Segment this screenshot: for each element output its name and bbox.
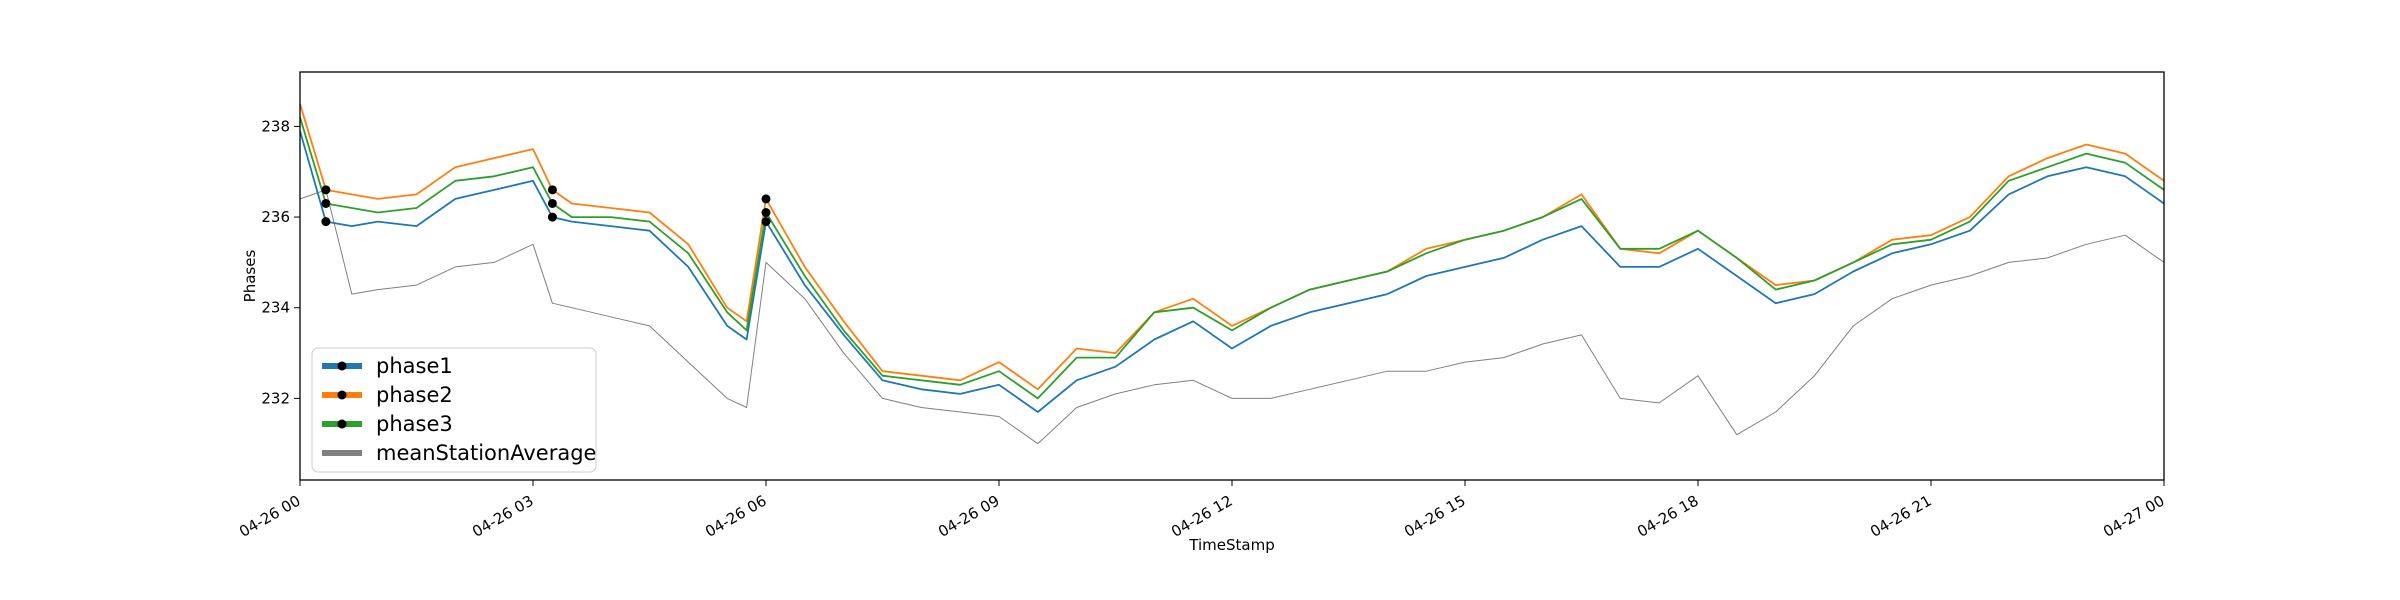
x-tick-label: 04-26 00 xyxy=(236,492,303,541)
y-axis: 232 234 236 238 xyxy=(261,117,300,407)
legend-label-phase2: phase2 xyxy=(376,383,453,407)
plot-background xyxy=(300,72,2164,480)
data-point-phase1 xyxy=(547,212,557,222)
series-line-meanStationAverage xyxy=(299,189,2165,445)
x-tick-label: 04-26 03 xyxy=(469,492,536,541)
x-tick-label: 04-27 00 xyxy=(2100,492,2167,541)
data-point-phase2 xyxy=(547,185,557,195)
y-tick-label: 234 xyxy=(261,299,290,317)
y-tick-label: 232 xyxy=(261,389,290,407)
legend: phase1 phase2 phase3 meanStationAverage xyxy=(311,347,597,473)
data-point-phase3 xyxy=(547,198,557,208)
x-tick-label: 04-26 09 xyxy=(935,492,1002,541)
legend-label-phase1: phase1 xyxy=(376,354,453,378)
x-tick-label: 04-26 15 xyxy=(1401,492,1468,541)
legend-marker-phase3 xyxy=(337,419,347,429)
x-tick-label: 04-26 06 xyxy=(702,492,769,541)
legend-frame xyxy=(311,347,597,473)
series-layer xyxy=(299,103,2165,445)
series-line-phase3 xyxy=(299,117,2165,400)
data-point-phase2 xyxy=(321,185,331,195)
y-tick-label: 236 xyxy=(261,208,290,226)
data-point-phase3 xyxy=(761,208,771,218)
legend-label-phase3: phase3 xyxy=(376,412,453,436)
legend-marker-phase1 xyxy=(337,361,347,371)
legend-marker-phase2 xyxy=(337,390,347,400)
x-tick-label: 04-26 12 xyxy=(1168,492,1235,541)
y-axis-label: Phases xyxy=(241,250,259,303)
data-point-phase1 xyxy=(761,217,771,227)
x-tick-label: 04-26 18 xyxy=(1634,492,1701,541)
x-axis-label: TimeStamp xyxy=(1188,536,1274,554)
x-axis: 04-26 00 04-26 03 04-26 06 04-26 09 04-26 12… xyxy=(236,480,2168,541)
data-point-phase1 xyxy=(321,217,331,227)
marker-layer xyxy=(321,185,771,227)
y-tick-label: 238 xyxy=(261,117,290,135)
data-point-phase2 xyxy=(761,194,771,204)
data-point-phase3 xyxy=(321,198,331,208)
legend-label-meanStationAverage: meanStationAverage xyxy=(376,441,596,465)
x-tick-label: 04-26 21 xyxy=(1867,492,1934,541)
series-line-phase1 xyxy=(299,130,2165,413)
